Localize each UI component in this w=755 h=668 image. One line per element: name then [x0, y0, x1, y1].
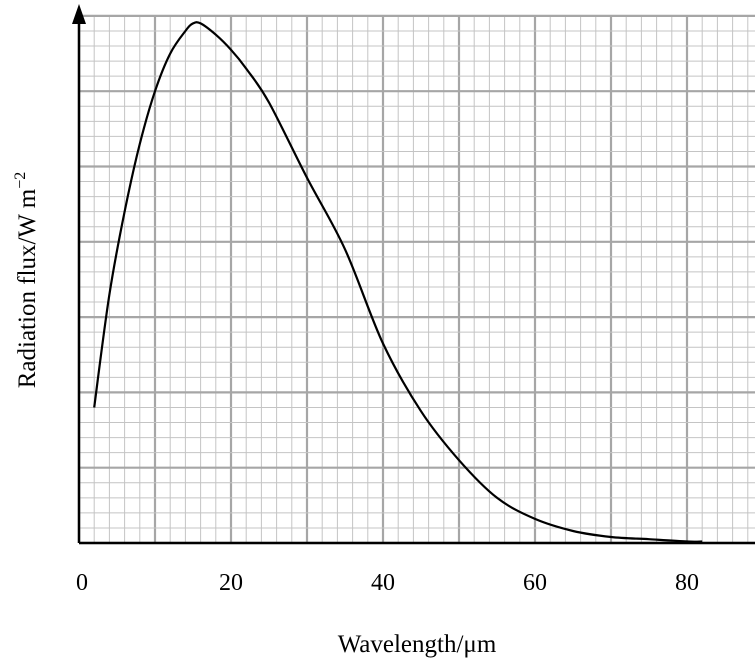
axes: [72, 4, 755, 545]
x-tick-label: 0: [76, 570, 88, 596]
x-tick-label: 60: [523, 570, 547, 596]
y-axis-label: Radiation flux/W m−2: [12, 172, 41, 389]
x-tick-label: 80: [675, 570, 699, 596]
y-axis-label-exponent: −2: [12, 172, 29, 189]
y-axis-label-main: Radiation flux/W m: [14, 188, 41, 388]
x-tick-label: 40: [371, 570, 395, 596]
x-axis-label: Wavelength/μm: [338, 631, 497, 658]
y-axis-arrow: [72, 4, 86, 24]
flux-curve: [93, 21, 703, 543]
plot-grid: [77, 14, 755, 545]
x-tick-label: 20: [219, 570, 243, 596]
x-tick-labels: 0 20 40 60 80: [76, 570, 699, 596]
